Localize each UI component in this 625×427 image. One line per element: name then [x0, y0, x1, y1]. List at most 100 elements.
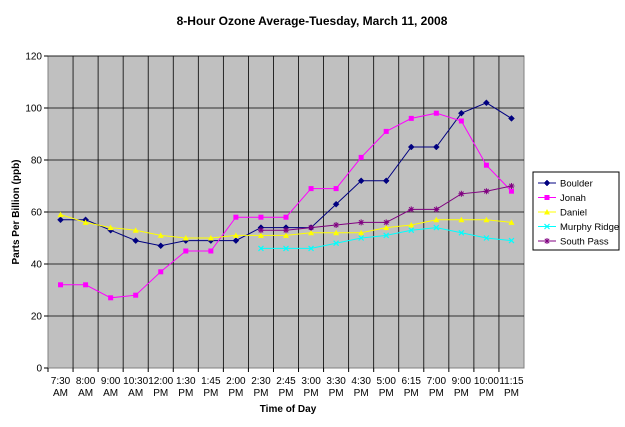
data-point-jonah — [458, 118, 464, 124]
data-point-south-pass — [257, 227, 264, 234]
legend-marker-murphy-ridge — [544, 223, 550, 230]
data-point-jonah — [333, 186, 339, 192]
x-tick-label-period: PM — [429, 388, 444, 399]
data-point-daniel — [483, 216, 490, 223]
x-tick-label: 3:00 — [301, 376, 321, 387]
data-point-jonah — [383, 128, 389, 134]
x-tick-label: 7:30 — [51, 376, 71, 387]
data-point-jonah — [408, 115, 414, 121]
data-point-boulder — [382, 177, 390, 185]
x-tick-label-period: PM — [279, 388, 294, 399]
series-daniel — [57, 211, 515, 241]
x-axis-ticks: 7:30AM8:00AM9:00AM10:30AM12:00PM1:30PM1:… — [47, 368, 524, 399]
data-point-daniel — [508, 219, 515, 225]
data-point-boulder — [432, 143, 440, 151]
data-point-murphy-ridge — [283, 245, 289, 252]
series-jonah — [58, 110, 514, 301]
legend-label-south-pass: South Pass — [560, 237, 609, 248]
y-tick-label: 120 — [25, 52, 42, 63]
legend-marker-boulder — [543, 179, 551, 187]
legend-label-daniel: Daniel — [560, 208, 587, 219]
data-point-daniel — [157, 232, 164, 238]
data-point-murphy-ridge — [483, 235, 490, 241]
data-point-south-pass — [283, 227, 289, 234]
data-point-south-pass — [408, 206, 415, 213]
gridlines — [48, 55, 524, 368]
data-point-daniel — [408, 222, 415, 228]
x-tick-label: 9:00 — [101, 376, 121, 387]
data-point-murphy-ridge — [508, 237, 515, 244]
y-axis-ticks: 0 20 40 60 80 100 120 — [25, 52, 48, 375]
data-point-south-pass — [308, 224, 315, 231]
data-point-jonah — [208, 248, 214, 254]
data-point-murphy-ridge — [333, 240, 340, 247]
data-point-murphy-ridge — [358, 235, 365, 241]
data-point-jonah — [258, 214, 264, 220]
legend-marker-daniel — [544, 209, 550, 215]
x-tick-label-period: PM — [203, 388, 218, 399]
data-point-daniel — [57, 211, 64, 218]
legend-marker-jonah — [544, 195, 550, 200]
data-point-murphy-ridge — [308, 245, 314, 252]
data-point-boulder — [407, 143, 415, 151]
data-point-daniel — [257, 232, 264, 238]
x-tick-label-period: AM — [53, 388, 68, 399]
data-point-jonah — [358, 154, 364, 160]
data-point-boulder — [232, 237, 240, 244]
data-point-boulder — [357, 177, 365, 185]
data-point-jonah — [308, 186, 314, 192]
data-point-jonah — [433, 110, 439, 116]
x-tick-label-period: PM — [228, 388, 243, 399]
x-tick-label-period: PM — [354, 388, 369, 399]
data-point-jonah — [158, 269, 164, 275]
x-tick-label-period: PM — [504, 388, 519, 399]
data-point-boulder — [508, 115, 515, 122]
data-point-murphy-ridge — [458, 229, 465, 236]
x-tick-label: 3:30 — [326, 376, 346, 387]
data-point-daniel — [308, 229, 315, 236]
y-axis-label: Parts Per Billion (ppb) — [11, 159, 22, 264]
data-point-murphy-ridge — [383, 232, 390, 239]
x-axis-label: Time of Day — [260, 404, 317, 415]
x-tick-label: 2:30 — [251, 376, 271, 387]
x-tick-label: 2:00 — [226, 376, 246, 387]
y-tick-label: 40 — [31, 260, 43, 271]
x-tick-label-period: PM — [153, 388, 168, 399]
x-tick-label-period: PM — [479, 388, 494, 399]
data-point-daniel — [383, 224, 390, 231]
x-tick-label: 12:00 — [148, 376, 173, 387]
data-point-murphy-ridge — [258, 245, 264, 252]
data-point-daniel — [82, 219, 89, 225]
data-point-jonah — [508, 188, 514, 194]
data-point-daniel — [207, 235, 214, 241]
data-point-boulder — [57, 216, 64, 224]
x-tick-label: 5:00 — [376, 376, 396, 387]
x-tick-label: 10:30 — [123, 376, 148, 387]
x-tick-label: 2:45 — [276, 376, 296, 387]
x-tick-label-period: PM — [454, 388, 469, 399]
x-tick-label-period: AM — [78, 388, 93, 399]
legend-label-murphy-ridge: Murphy Ridge — [560, 222, 619, 233]
data-point-daniel — [458, 216, 465, 223]
y-tick-label: 60 — [31, 208, 43, 219]
data-point-daniel — [333, 229, 340, 236]
x-tick-label-period: PM — [404, 388, 419, 399]
data-point-jonah — [283, 214, 289, 220]
y-tick-label: 0 — [36, 364, 42, 375]
data-point-daniel — [132, 227, 139, 233]
data-point-jonah — [108, 295, 114, 301]
data-point-daniel — [283, 232, 289, 238]
y-tick-label: 100 — [25, 104, 42, 115]
data-point-south-pass — [483, 188, 490, 195]
x-tick-label: 10:00 — [474, 376, 499, 387]
chart-title: 8-Hour Ozone Average-Tuesday, March 11, … — [177, 14, 448, 28]
data-point-daniel — [433, 216, 440, 223]
data-point-daniel — [182, 235, 189, 241]
series-south-pass — [257, 183, 515, 234]
x-tick-label-period: AM — [128, 388, 143, 399]
x-tick-label-period: AM — [103, 388, 118, 399]
x-tick-label: 7:00 — [427, 376, 447, 387]
data-point-daniel — [232, 232, 239, 238]
data-point-boulder — [157, 242, 165, 250]
